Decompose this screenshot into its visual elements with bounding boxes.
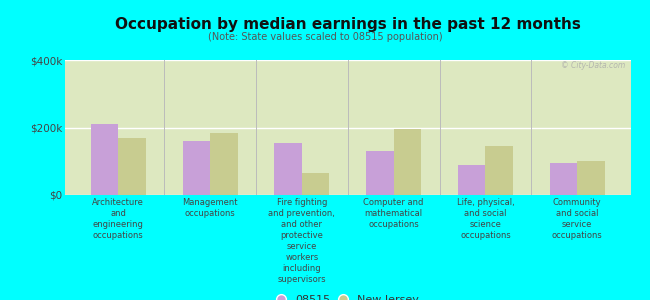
Bar [302, 173, 330, 195]
Bar [550, 163, 577, 195]
Bar [183, 141, 210, 195]
Bar [366, 151, 394, 195]
Legend: 08515, New Jersey: 08515, New Jersey [274, 291, 422, 300]
Text: (Note: State values scaled to 08515 population): (Note: State values scaled to 08515 popu… [208, 32, 442, 41]
Bar [486, 146, 513, 195]
Bar [394, 129, 421, 195]
Bar [274, 143, 302, 195]
Title: Occupation by median earnings in the past 12 months: Occupation by median earnings in the pas… [115, 17, 580, 32]
Bar [577, 161, 605, 195]
Text: © City-Data.com: © City-Data.com [560, 61, 625, 70]
Bar [118, 138, 146, 195]
Bar [458, 165, 486, 195]
Bar [91, 124, 118, 195]
Bar [210, 133, 238, 195]
